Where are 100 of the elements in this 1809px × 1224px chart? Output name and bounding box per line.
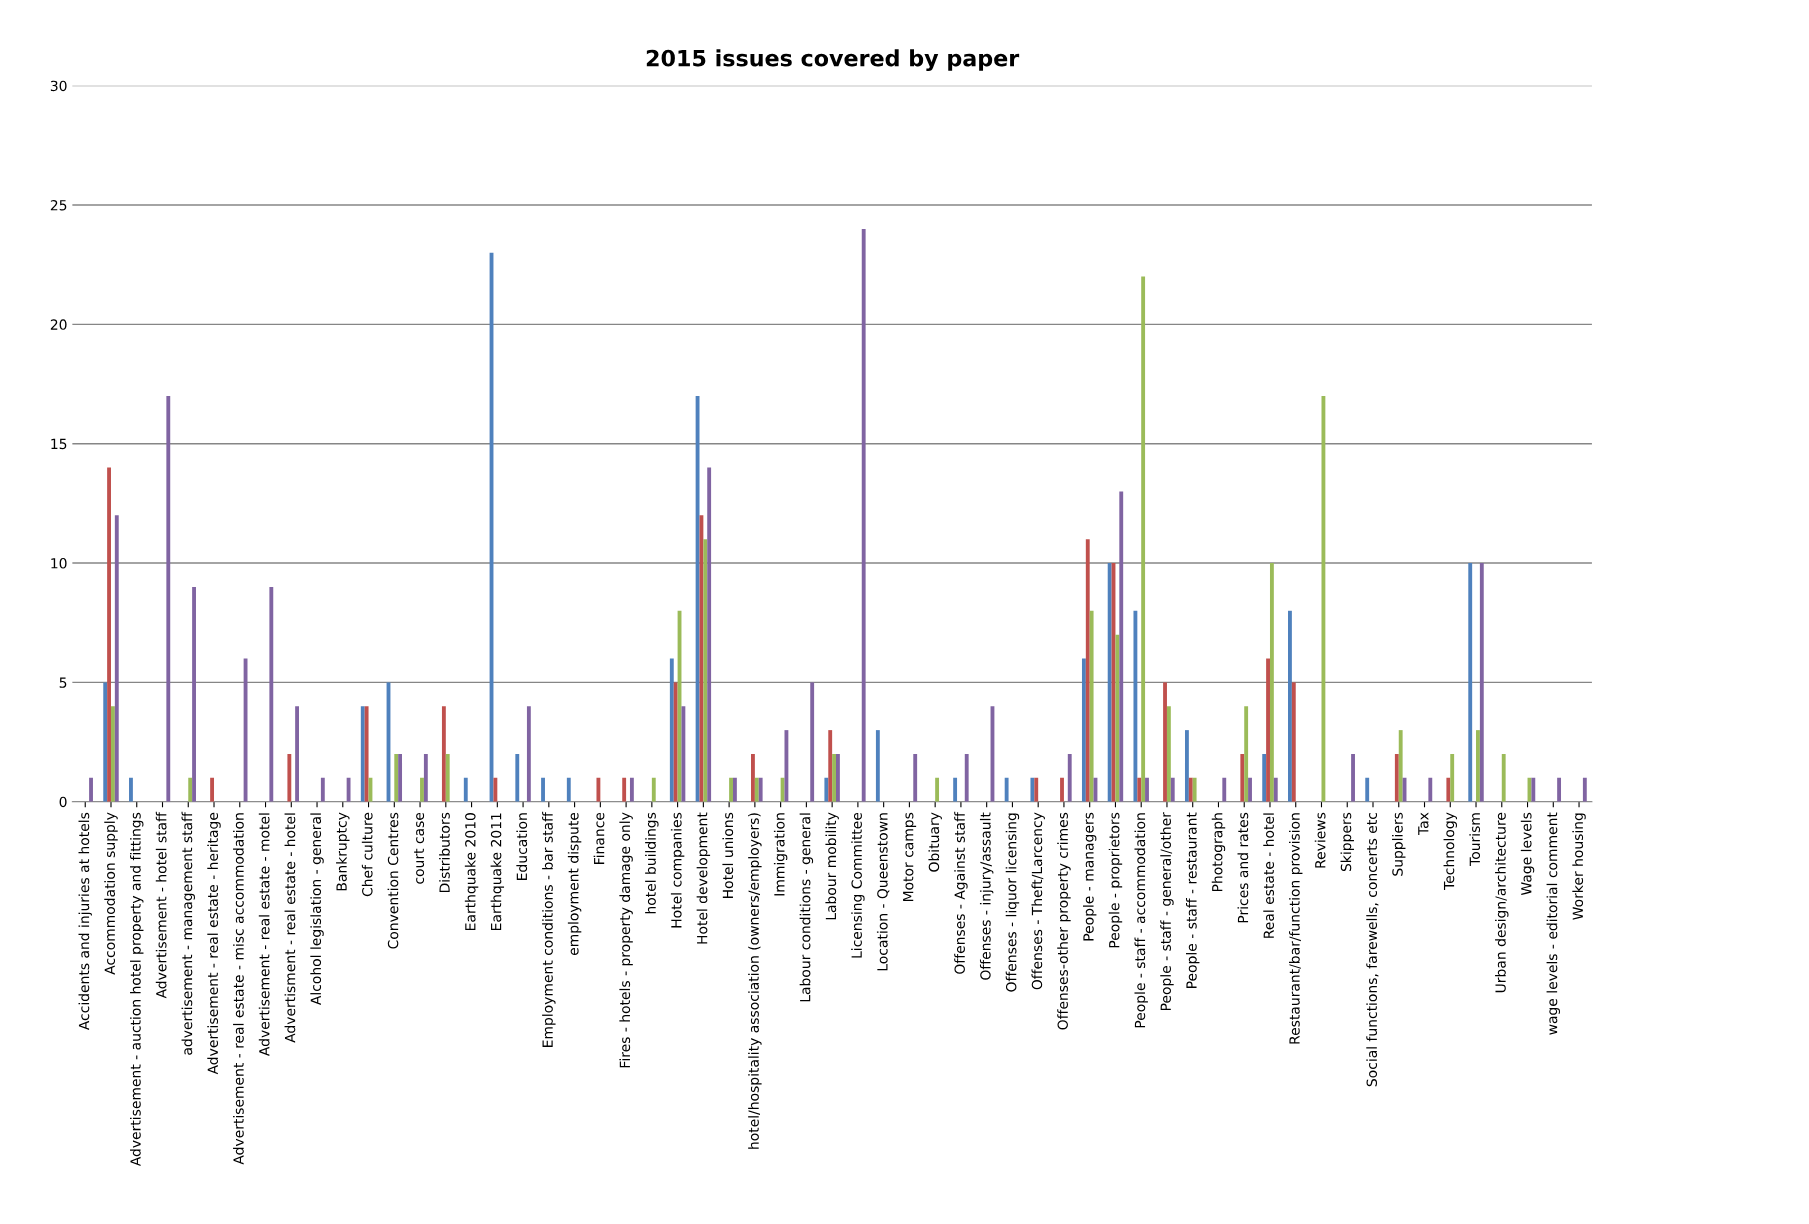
x-tick-label: Accidents and injuries at hotels	[78, 812, 92, 1031]
x-tick-label: People - staff - restaurant	[1185, 812, 1200, 988]
y-tick-label: 30	[50, 80, 67, 92]
bar	[1321, 395, 1326, 802]
x-tick-label: Offenses - injury/assault	[979, 812, 994, 980]
x-tick-label: Hotel companies	[670, 812, 685, 928]
x-tick-label: Earthquake 2010	[464, 813, 479, 930]
bar	[913, 753, 918, 802]
y-tick-label: 5	[59, 677, 67, 688]
x-tick-label: Advertisment - real estate - hotel	[284, 813, 296, 1043]
bar	[1184, 730, 1189, 802]
x-tick-label: Location - Queenstown	[876, 813, 890, 971]
x-tick-label: People - proprietors	[1108, 812, 1123, 948]
bar	[1240, 753, 1245, 802]
bar	[1004, 777, 1009, 802]
bar	[1248, 777, 1252, 802]
bar	[1115, 634, 1120, 802]
bar	[861, 228, 866, 802]
bar	[541, 777, 545, 802]
x-tick-label: Wage levels	[1520, 812, 1535, 896]
x-tick-label: People - staff - accommodation	[1134, 813, 1148, 1028]
x-tick-label: People - staff - general/other	[1160, 812, 1174, 1011]
bar	[166, 395, 171, 802]
bar	[493, 777, 498, 802]
x-tick-label: Offenses - Theft/Larcency	[1031, 812, 1045, 990]
bar	[935, 777, 940, 802]
x-tick-label: Convention Centres	[387, 812, 399, 949]
bar	[441, 706, 446, 802]
chart-title: 2015 issues covered by paper	[646, 49, 1020, 72]
x-tick-label: Tax	[1418, 812, 1429, 836]
x-tick-label: Labour conditions - general	[799, 813, 814, 1002]
bar	[287, 753, 292, 802]
bar	[1501, 753, 1506, 802]
bar	[729, 777, 733, 802]
bar	[192, 586, 196, 802]
bar	[695, 395, 700, 802]
bar	[673, 682, 678, 802]
x-tick-label: Fires - hotels - property damage only	[619, 812, 633, 1068]
x-tick-label: Advertisement - real estate - heritage	[207, 812, 221, 1075]
x-tick-label: Hotel unions	[722, 812, 734, 898]
x-tick-label: Labour mobility	[825, 812, 839, 920]
x-tick-label: Technology	[1443, 812, 1457, 890]
x-tick-label: Chef culture	[361, 812, 373, 897]
bar	[754, 777, 759, 802]
bar	[707, 467, 712, 802]
bar	[1266, 658, 1270, 802]
bar	[269, 586, 274, 802]
bar	[1269, 563, 1274, 802]
y-tick-label: 10	[51, 558, 67, 569]
x-tick-label: court case	[414, 812, 425, 884]
bar	[107, 467, 111, 802]
y-tick-label: 25	[50, 199, 67, 211]
x-tick-label: Offenses - liquor licensing	[1005, 813, 1020, 992]
bar	[964, 753, 969, 802]
bar	[1262, 753, 1267, 802]
bar	[784, 730, 789, 802]
bar	[1288, 610, 1292, 802]
x-tick-label: wage levels - editorial comment	[1546, 812, 1561, 1035]
bar	[1163, 682, 1167, 802]
x-tick-label: Skippers	[1340, 812, 1354, 872]
bar	[875, 730, 880, 802]
bar	[210, 777, 215, 802]
bar	[758, 777, 763, 802]
bar	[1222, 777, 1227, 802]
x-tick-label: Suppliers	[1392, 812, 1406, 876]
y-tick-label: 20	[50, 319, 67, 330]
x-tick-label: Employment conditions - bar staff	[542, 811, 556, 1047]
bar	[1446, 777, 1451, 802]
bar	[110, 706, 115, 802]
bar	[1450, 753, 1455, 802]
bar	[103, 682, 108, 802]
bar	[1365, 777, 1370, 802]
x-tick-label: Restaurant/bar/function provision	[1289, 813, 1303, 1044]
x-tick-label: Distributors	[439, 812, 450, 893]
x-tick-label: Hotel development	[696, 812, 711, 944]
bar	[566, 777, 571, 802]
x-tick-label: Photograph	[1211, 813, 1226, 892]
bar	[526, 706, 531, 802]
x-tick-label: Real estate - hotel	[1263, 813, 1275, 938]
x-tick-label: Advertisement - real estate - misc accommodation	[233, 813, 244, 1165]
x-tick-label: Offenses-other property crimes	[1057, 812, 1071, 1030]
x-tick-label: Motor camps	[903, 812, 917, 902]
x-tick-label: Immigration	[773, 813, 788, 896]
bar	[1089, 610, 1094, 802]
bar	[1291, 682, 1296, 802]
bar	[651, 777, 656, 802]
bar	[89, 777, 93, 802]
bar	[394, 753, 399, 802]
x-tick-label: Advertisement - hotel staff	[155, 811, 167, 999]
x-tick-label: hotel buildings	[645, 812, 659, 914]
x-tick-label: Reviews	[1314, 812, 1326, 868]
bar	[1119, 491, 1124, 802]
bar	[1107, 563, 1112, 802]
bar	[1085, 539, 1090, 802]
bar	[1170, 777, 1175, 802]
bar	[1557, 777, 1562, 802]
x-tick-label: advertisement - management staff	[181, 811, 195, 1055]
bar	[810, 682, 815, 802]
x-tick-label: Prices and rates	[1237, 812, 1249, 923]
x-tick-label: Education	[516, 813, 528, 880]
